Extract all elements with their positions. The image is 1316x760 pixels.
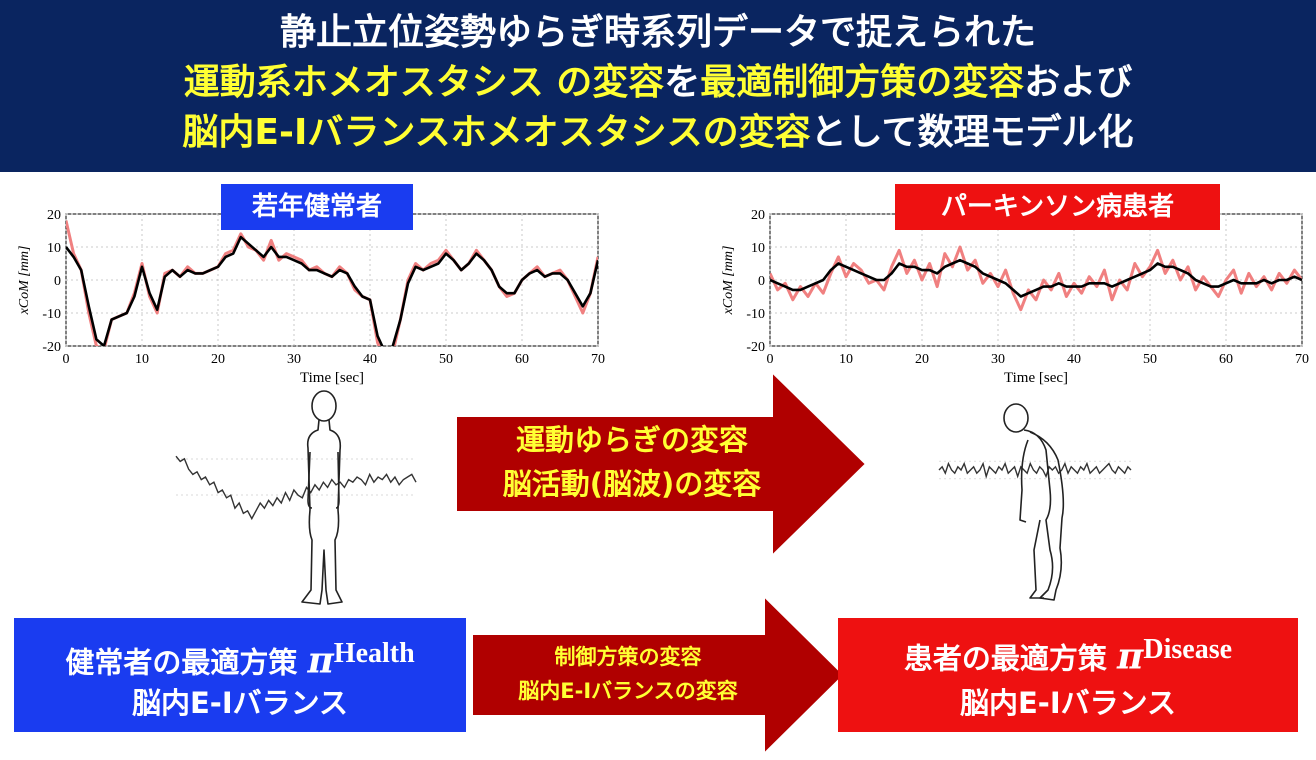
header-line-3-a: 脳内E-Iバランスホメオスタシスの変容	[182, 112, 811, 153]
middle-change-arrow	[456, 372, 866, 556]
x-tick-label: 20	[915, 352, 929, 367]
x-tick-label: 10	[839, 352, 853, 367]
x-tick-label: 0	[63, 352, 70, 367]
parkinson-subject-tag-label: パーキンソン病患者	[940, 192, 1175, 222]
header-line-1: 静止立位姿勢ゆらぎ時系列データで捉えられた	[0, 8, 1316, 58]
bottom-arrow-label: 制御方策の変容 脳内E-Iバランスの変容	[478, 640, 778, 708]
policy-pi-symbol: π	[307, 639, 334, 682]
middle-arrow-label: 運動ゆらぎの変容 脳活動(脳波)の変容	[462, 418, 802, 506]
header-line-2-b: を	[664, 62, 701, 103]
bottom-arrow-line-2: 脳内E-Iバランスの変容	[518, 679, 738, 703]
x-tick-label: 30	[287, 352, 301, 367]
eeg-line	[175, 455, 417, 521]
series-line	[770, 258, 1302, 298]
body-outline-icon	[1023, 429, 1065, 601]
bottom-change-arrow	[472, 596, 844, 754]
healthy-person-illustration	[301, 390, 343, 605]
healthy-subject-tag-label: 若年健常者	[251, 192, 382, 222]
x-tick-label: 30	[991, 352, 1005, 367]
eeg-line	[938, 461, 1132, 479]
header-line-2: 運動系ホメオスタシス の変容を最適制御方策の変容および	[0, 58, 1316, 108]
parkinson-sway-chart: 0 10 20 30 40 50 60 70 -20 -10 0 10 20 Time [sec] xCoM…	[721, 208, 1309, 386]
header-line-1-text: 静止立位姿勢ゆらぎ時系列データで捉えられた	[279, 12, 1036, 53]
header-banner: 静止立位姿勢ゆらぎ時系列データで捉えられた 運動系ホメオスタシス の変容を最適制…	[0, 0, 1316, 172]
x-tick-label: 40	[1067, 352, 1081, 367]
middle-arrow-shape	[456, 372, 866, 556]
parkinson-person-illustration	[1003, 403, 1065, 601]
header-line-2-d: および	[1024, 62, 1133, 103]
x-tick-label: 60	[1219, 352, 1233, 367]
x-axis-label: Time [sec]	[300, 370, 364, 386]
y-tick-label: 10	[47, 241, 61, 256]
header-line-3: 脳内E-Iバランスホメオスタシスの変容として数理モデル化	[0, 108, 1316, 158]
disease-policy-box: 患者の最適方策 πDisease 脳内E-Iバランス	[838, 618, 1298, 732]
head-icon	[311, 390, 337, 422]
disease-policy-line-1: 患者の最適方策 πDisease	[838, 630, 1298, 679]
series-group	[66, 220, 598, 346]
header-line-2-c: 最適制御方策の変容	[700, 62, 1025, 103]
bottom-arrow-shape	[472, 596, 844, 754]
policy-pi-symbol: π	[1117, 635, 1144, 678]
disease-ei-balance: 脳内E-Iバランス	[959, 685, 1177, 720]
x-tick-label: 50	[439, 352, 453, 367]
y-tick-label: 0	[54, 274, 61, 289]
x-tick-label: 20	[211, 352, 225, 367]
y-tick-label: 10	[751, 241, 765, 256]
x-tick-label: 40	[363, 352, 377, 367]
x-axis-label: Time [sec]	[1004, 370, 1068, 386]
middle-arrow-line-1: 運動ゆらぎの変容	[515, 423, 748, 457]
y-tick-label: -10	[42, 307, 61, 322]
y-tick-label: -20	[42, 340, 61, 355]
healthy-eeg-trace	[175, 455, 417, 521]
head-icon	[1003, 403, 1029, 433]
x-tick-label: 60	[515, 352, 529, 367]
healthy-subject-tag: 若年健常者	[221, 184, 413, 230]
x-tick-label: 50	[1143, 352, 1157, 367]
middle-arrow-line-2: 脳活動(脳波)の変容	[502, 467, 762, 501]
healthy-policy-box: 健常者の最適方策 πHealth 脳内E-Iバランス	[14, 618, 466, 732]
x-tick-label: 10	[135, 352, 149, 367]
disease-policy-label: 患者の最適方策	[903, 641, 1107, 676]
healthy-sway-chart: 0 10 20 30 40 50 60 70 -20 -10 0 10 20 Time [sec] xCoM…	[17, 208, 605, 386]
policy-superscript-disease: Disease	[1143, 634, 1233, 665]
x-tick-label: 0	[767, 352, 774, 367]
series-line	[66, 235, 598, 346]
policy-superscript-health: Health	[333, 638, 415, 669]
x-tick-label: 70	[1295, 352, 1309, 367]
y-tick-label: 0	[758, 274, 765, 289]
series-line	[770, 245, 1302, 312]
y-axis-label: xCoM [mm]	[721, 246, 736, 316]
healthy-policy-line-1: 健常者の最適方策 πHealth	[14, 634, 466, 683]
parkinson-eeg-trace	[938, 460, 1132, 480]
y-tick-label: 20	[751, 208, 765, 223]
header-line-2-a: 運動系ホメオスタシス の変容	[183, 62, 665, 103]
y-axis-label: xCoM [mm]	[17, 246, 32, 316]
bottom-arrow-line-1: 制御方策の変容	[554, 645, 702, 669]
y-tick-label: -20	[746, 340, 765, 355]
x-tick-label: 70	[591, 352, 605, 367]
y-tick-label: -10	[746, 307, 765, 322]
healthy-policy-label: 健常者の最適方策	[65, 645, 298, 680]
healthy-ei-balance: 脳内E-Iバランス	[131, 685, 349, 720]
body-outline-icon	[301, 419, 343, 605]
series-group	[770, 245, 1302, 312]
y-tick-label: 20	[47, 208, 61, 223]
parkinson-subject-tag: パーキンソン病患者	[895, 184, 1220, 230]
header-line-3-b: として数理モデル化	[810, 112, 1134, 153]
